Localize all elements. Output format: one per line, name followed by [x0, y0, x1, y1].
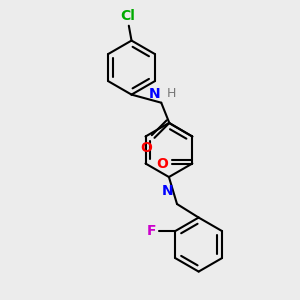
Text: O: O: [140, 140, 152, 154]
Text: H: H: [167, 87, 177, 100]
Text: N: N: [148, 87, 160, 101]
Text: O: O: [156, 157, 168, 170]
Text: Cl: Cl: [120, 9, 135, 23]
Text: N: N: [162, 184, 173, 198]
Text: F: F: [147, 224, 156, 238]
